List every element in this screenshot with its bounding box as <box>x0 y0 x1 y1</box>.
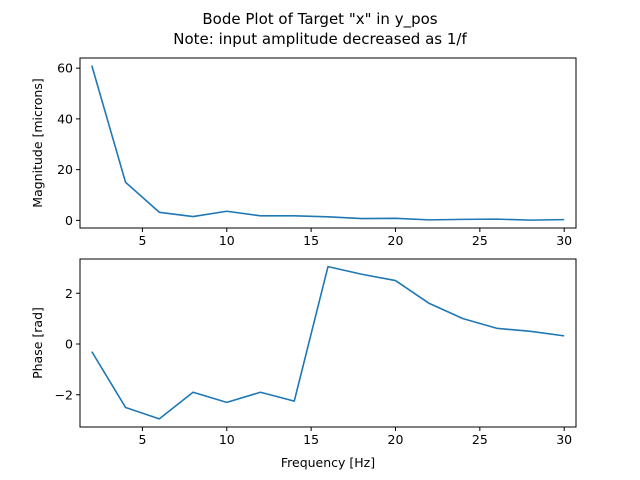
magnitude-xtick-label: 15 <box>303 233 319 248</box>
phase-axes-frame <box>79 258 577 428</box>
magnitude-xtick-label: 25 <box>472 233 488 248</box>
phase-xlabel: Frequency [Hz] <box>281 455 375 470</box>
figure-title-line2: Note: input amplitude decreased as 1/f <box>173 30 467 48</box>
phase-ytick-label: −2 <box>55 387 73 402</box>
magnitude-ytick-label: 60 <box>57 61 73 76</box>
phase-xtick-label: 15 <box>303 432 319 447</box>
phase-ylabel: Phase [rad] <box>30 307 45 379</box>
phase-xtick-label: 30 <box>556 432 572 447</box>
magnitude-series-line <box>91 65 565 221</box>
magnitude-axes-frame <box>79 57 577 229</box>
phase-xtick-label: 25 <box>472 432 488 447</box>
magnitude-xtick-label: 5 <box>138 233 146 248</box>
phase-series-line <box>91 265 565 420</box>
phase-plot: 5 10 15 20 25 30 −2 0 2 Phase [rad] Frequency [Hz] <box>30 258 577 470</box>
magnitude-ylabel: Magnitude [microns] <box>30 78 45 207</box>
phase-ytick-label: 0 <box>65 337 73 352</box>
magnitude-xtick-label: 10 <box>219 233 235 248</box>
phase-xtick-label: 20 <box>388 432 404 447</box>
magnitude-ytick-label: 40 <box>57 111 73 126</box>
magnitude-xtick-label: 20 <box>388 233 404 248</box>
figure-title-line1: Bode Plot of Target "x" in y_pos <box>202 10 437 29</box>
magnitude-xtick-label: 30 <box>556 233 572 248</box>
phase-xtick-label: 5 <box>138 432 146 447</box>
phase-ytick-label: 2 <box>65 286 73 301</box>
magnitude-ytick-label: 0 <box>65 213 73 228</box>
magnitude-ytick-label: 20 <box>57 162 73 177</box>
magnitude-plot: 5 10 15 20 25 30 0 20 40 60 Magnitude [microns] <box>30 57 577 248</box>
phase-xtick-label: 10 <box>219 432 235 447</box>
